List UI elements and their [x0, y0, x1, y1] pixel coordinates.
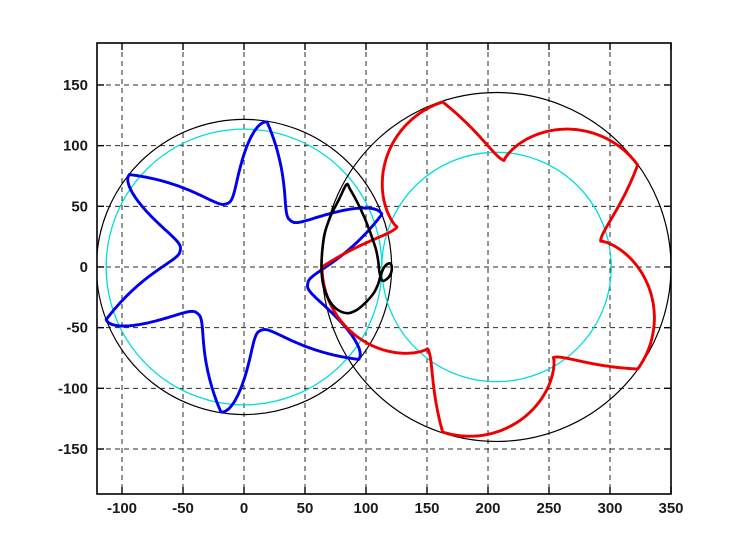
contact-path — [320, 182, 394, 315]
axis-box — [96, 42, 672, 495]
y-tick-label: -50 — [66, 320, 88, 337]
y-tick-label: 0 — [80, 259, 88, 276]
x-tick-label: 250 — [536, 500, 561, 517]
x-tick-label: 50 — [297, 500, 314, 517]
x-tick-label: 350 — [658, 500, 683, 517]
x-tick-label: -50 — [172, 500, 194, 517]
x-tick-label: 150 — [414, 500, 439, 517]
y-tick-label: 50 — [71, 198, 88, 215]
y-tick-label: -100 — [58, 380, 88, 397]
x-tick-label: 100 — [353, 500, 378, 517]
left-gear-tooth-profile — [104, 120, 384, 414]
x-tick-label: 0 — [240, 500, 248, 517]
right-gear-pitch-circle — [381, 151, 612, 383]
x-tick-label: 200 — [475, 500, 500, 517]
y-tick-label: 100 — [63, 138, 88, 155]
x-tick-label: -100 — [107, 500, 137, 517]
y-tick-label: -150 — [58, 441, 88, 458]
x-tick-label: 300 — [597, 500, 622, 517]
y-tick-label: 150 — [63, 77, 88, 94]
